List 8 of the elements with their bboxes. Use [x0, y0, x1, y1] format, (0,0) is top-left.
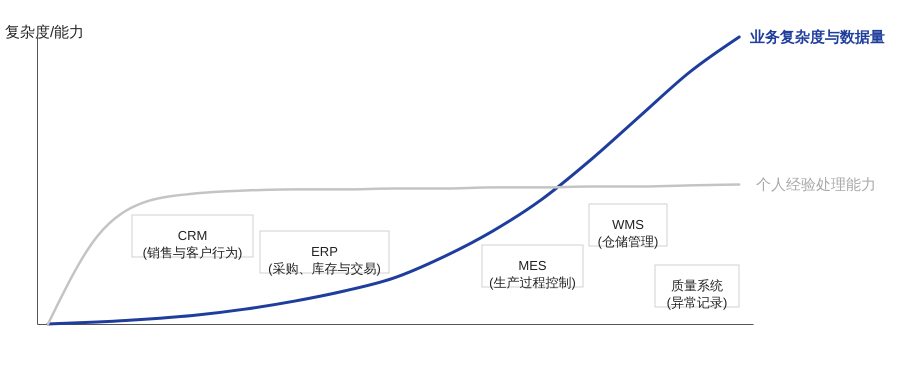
series-label: 个人经验处理能力	[756, 176, 876, 194]
annotation: 质量系统 (异常记录)	[666, 278, 728, 310]
annotation: ERP (采购、库存与交易)	[268, 244, 381, 276]
annotation: MES (生产过程控制)	[489, 258, 576, 290]
annotation: CRM (销售与客户行为)	[142, 228, 242, 260]
series-label: 业务复杂度与数据量	[749, 28, 886, 46]
annotation: WMS (仓储管理)	[598, 217, 658, 249]
y-axis-title: 复杂度/能力	[5, 24, 84, 41]
